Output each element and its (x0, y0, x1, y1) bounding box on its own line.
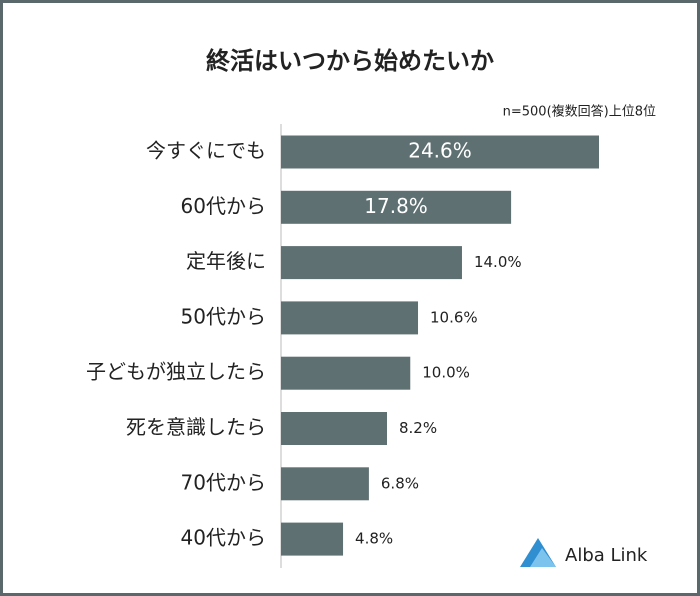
bar (281, 190, 512, 224)
bar (281, 135, 599, 169)
bar (281, 467, 369, 501)
value-label: 6.8% (381, 474, 419, 492)
y-tick-label: 50代から (181, 304, 266, 328)
bar (281, 356, 411, 390)
logo-text: Alba Link (565, 545, 648, 566)
bar (281, 301, 419, 335)
value-label: 14.0% (474, 253, 522, 271)
logo: Alba Link (520, 538, 648, 567)
value-label: 10.6% (430, 308, 478, 326)
value-label: 10.0% (422, 364, 470, 382)
value-label: 24.6% (408, 139, 472, 163)
y-tick-label: 70代から (181, 470, 266, 494)
subtitle: n=500(複数回答)上位8位 (503, 104, 656, 120)
bar (281, 246, 462, 280)
bar (281, 412, 387, 445)
y-tick-label: 死を意識したら (126, 415, 266, 439)
value-label: 17.8% (364, 194, 428, 218)
chart-title: 終活はいつから始めたいか (206, 47, 494, 75)
y-tick-label: 今すぐにでも (146, 139, 266, 163)
value-label: 8.2% (399, 419, 437, 437)
bar (281, 522, 344, 556)
y-tick-label: 60代から (181, 194, 266, 218)
value-label: 4.8% (355, 530, 393, 548)
y-tick-label: 子どもが独立したら (86, 360, 266, 384)
y-tick-label: 40代から (181, 526, 266, 550)
logo-icon (530, 548, 556, 567)
y-tick-label: 定年後に (186, 249, 266, 273)
